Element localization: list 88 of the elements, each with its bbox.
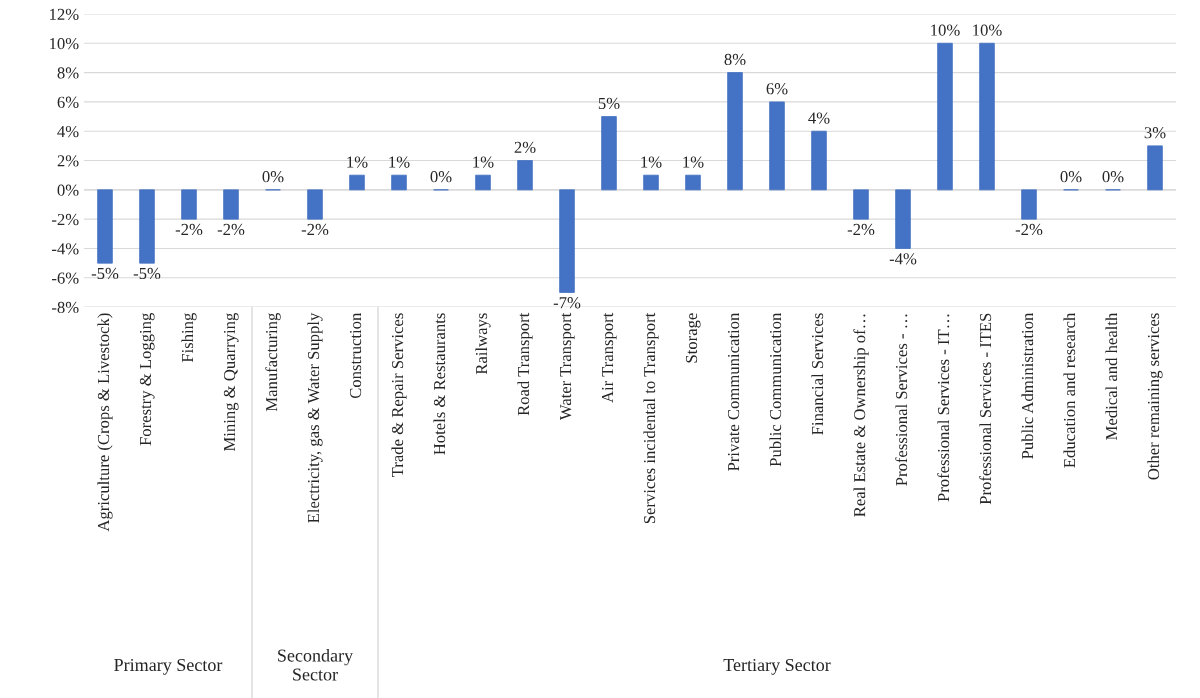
y-tick-label: 4% (57, 125, 79, 138)
x-tick-label: Other remaining services (1147, 313, 1163, 480)
data-label: -5% (91, 267, 119, 280)
data-label: -5% (133, 267, 161, 280)
data-label: 0% (262, 171, 284, 183)
x-tick-label: Fishing (181, 312, 197, 363)
bar (1147, 145, 1163, 191)
data-label: 0% (1102, 171, 1124, 183)
data-label: -2% (217, 223, 245, 236)
data-label: -2% (175, 223, 203, 236)
x-tick-label: Mining & Quarrying (223, 312, 239, 452)
data-label: 2% (514, 141, 536, 154)
x-tick-label: Private Communication (727, 312, 740, 471)
bar (559, 189, 575, 293)
y-tick-label: 2% (57, 155, 79, 167)
data-label: 0% (430, 171, 452, 183)
bar (97, 189, 113, 264)
data-label: 1% (641, 156, 662, 168)
y-tick-label: -2% (51, 213, 79, 226)
data-label: -2% (1015, 223, 1043, 236)
y-tick-label: 10% (50, 37, 79, 50)
data-label: 3% (1144, 127, 1166, 139)
data-label: 10% (973, 24, 1002, 36)
bar (937, 42, 953, 191)
x-tick-label: Professional Services - ITES (979, 313, 992, 505)
bar (895, 189, 911, 249)
bar (391, 174, 407, 191)
y-tick-label: 12% (50, 8, 79, 20)
bar (1021, 189, 1037, 220)
text: Primary Sector (114, 658, 223, 675)
bar (811, 130, 827, 191)
data-label: 8% (724, 53, 746, 66)
data-label: -2% (847, 223, 875, 236)
text: Secondary Sector (278, 648, 354, 681)
x-tick-label: Services incidental to Transport (643, 312, 659, 524)
x-tick-label: Trade & Repair Services (391, 313, 407, 477)
y-tick-label: 8% (57, 67, 79, 79)
x-tick-label: Financial Services (811, 313, 824, 435)
bar (727, 72, 743, 191)
bar (139, 189, 155, 264)
x-tick-label: Education and research (1063, 312, 1076, 468)
bar (349, 174, 365, 191)
y-tick-label: -8% (51, 301, 79, 314)
data-label: 1% (389, 156, 410, 168)
bar (979, 42, 995, 191)
x-tick-label: Construction (349, 312, 362, 399)
x-tick-label: Road Transport (517, 312, 533, 416)
x-tick-label: Professional Services - IT… (937, 314, 950, 502)
x-tick-label: Public Communication (769, 312, 782, 467)
bar (517, 160, 533, 191)
data-label: 6% (766, 83, 788, 95)
x-tick-label: Manufacturing (265, 313, 281, 412)
data-label: -4% (889, 253, 917, 265)
bar (853, 189, 869, 220)
y-tick-label: 6% (57, 96, 79, 108)
data-label: 4% (808, 112, 830, 124)
x-tick-label: Medical and health (1105, 312, 1118, 440)
bar (643, 174, 659, 191)
text: Tertiary Sector (723, 658, 831, 675)
x-tick-label: Professional Services - … (895, 314, 908, 486)
y-tick-label: 0% (57, 184, 79, 196)
x-tick-label: Railways (475, 313, 491, 375)
y-tick-label: -6% (51, 272, 79, 284)
data-label: -2% (301, 223, 329, 236)
bar (769, 101, 785, 191)
bar (601, 116, 617, 191)
data-label: 1% (473, 156, 494, 168)
x-tick-label: Air Transport (601, 312, 617, 403)
x-tick-label: Hotels & Restaurants (433, 313, 446, 455)
data-label: 1% (347, 156, 368, 168)
x-tick-label: Agriculture (Crops & Livestock) (97, 313, 113, 532)
y-tick-label: -4% (51, 243, 79, 255)
data-label: 10% (931, 24, 960, 36)
bar (307, 189, 323, 220)
x-tick-label: Electricity, gas & Water Supply (307, 312, 323, 523)
bar (223, 189, 239, 220)
bar (181, 189, 197, 220)
x-tick-label: Public Administration (1021, 312, 1034, 459)
data-label: 5% (598, 97, 620, 110)
x-tick-label: Real Estate & Ownership of… (853, 314, 869, 517)
bar (685, 174, 701, 191)
x-tick-label: Storage (685, 313, 701, 363)
x-tick-label: Water Transport (560, 312, 575, 421)
bar (475, 174, 491, 191)
data-label: 0% (1060, 171, 1082, 183)
data-label: -7% (553, 297, 581, 309)
data-label: 1% (683, 156, 704, 168)
x-tick-label: Forestry & Logging (139, 312, 155, 446)
